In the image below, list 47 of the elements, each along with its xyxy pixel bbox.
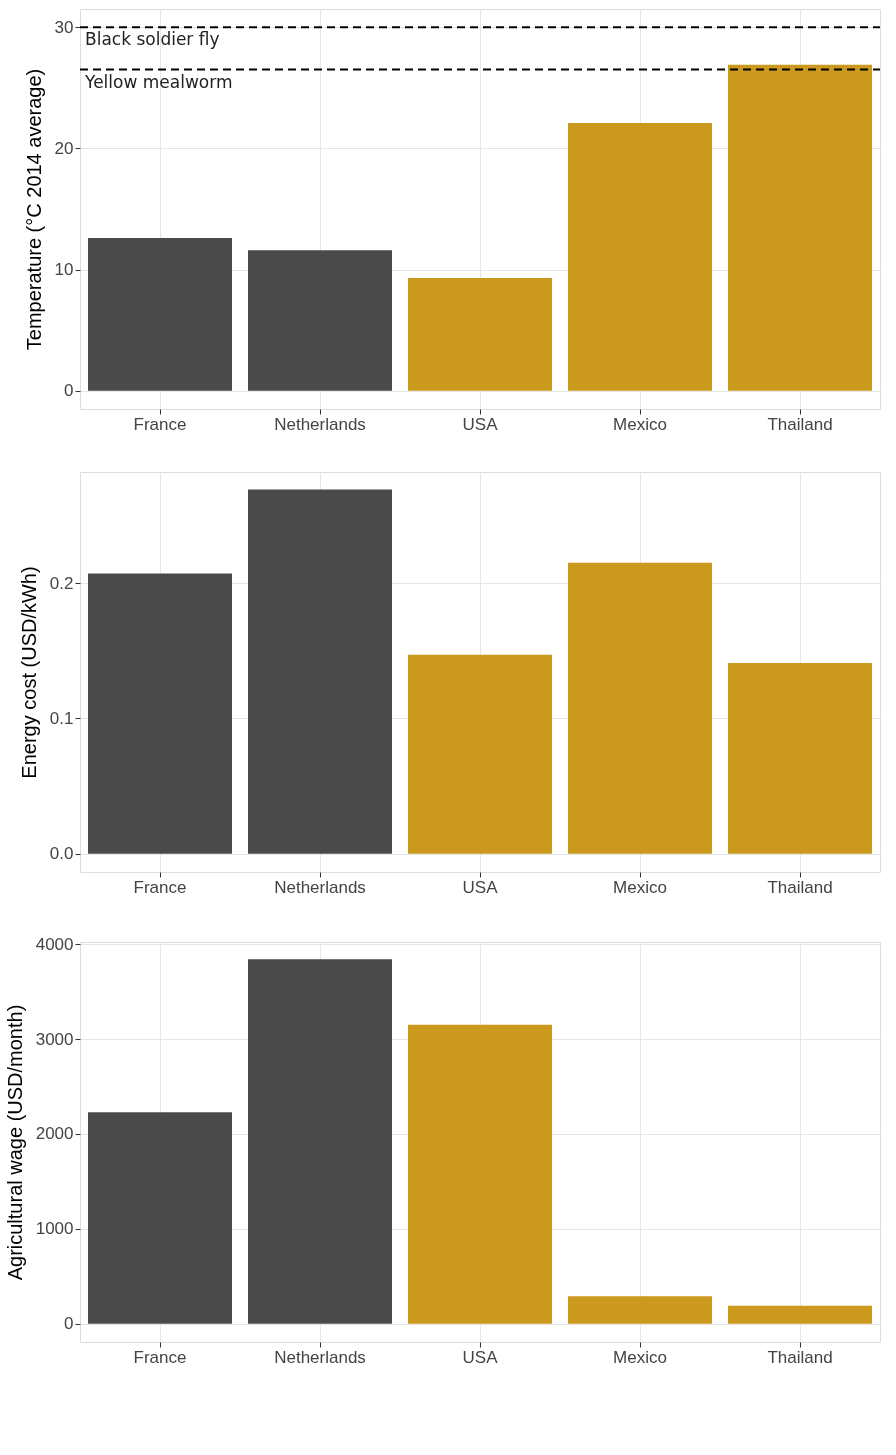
y-tick-label: 2000 [35, 1124, 74, 1144]
bar [408, 278, 552, 391]
bar [88, 573, 232, 854]
y-tick-label: 0.2 [49, 573, 74, 593]
bar [728, 1305, 872, 1324]
x-tick-label: Thailand [767, 1347, 833, 1367]
x-tick-label: USA [462, 1347, 499, 1367]
bar [728, 64, 872, 391]
y-tick-label: 0.1 [49, 708, 74, 728]
bar [408, 654, 552, 854]
bar [248, 250, 392, 391]
y-tick-label: 4000 [35, 934, 74, 954]
bar [88, 1112, 232, 1324]
x-tick-label: Thailand [767, 877, 833, 897]
y-tick-label: 10 [54, 260, 74, 280]
x-tick-label: USA [462, 877, 499, 897]
x-tick-label: Netherlands [274, 877, 366, 897]
y-tick-label: 0 [64, 1314, 74, 1334]
bar [88, 238, 232, 391]
ref-line-label: Yellow mealworm [84, 71, 233, 92]
bar [728, 662, 872, 854]
ref-line-label: Black soldier fly [85, 29, 220, 50]
bar [408, 1024, 552, 1324]
x-tick-label: USA [462, 414, 499, 434]
y-tick-label: 0 [64, 381, 74, 401]
y-tick-label: 30 [54, 17, 74, 37]
y-axis-title: Energy cost (USD/kWh) [17, 566, 40, 779]
y-tick-label: 0.0 [49, 844, 74, 864]
y-tick-label: 20 [54, 138, 74, 158]
bar [248, 959, 392, 1324]
x-tick-label: Mexico [613, 1347, 667, 1367]
y-tick-label: 3000 [35, 1029, 74, 1049]
x-tick-label: France [133, 414, 187, 434]
bar [568, 1296, 712, 1324]
x-tick-label: Netherlands [274, 414, 366, 434]
x-tick-label: France [133, 877, 187, 897]
y-axis-title: Agricultural wage (USD/month) [3, 1004, 26, 1281]
x-tick-label: Netherlands [274, 1347, 366, 1367]
x-tick-label: Mexico [613, 414, 667, 434]
y-tick-label: 1000 [35, 1219, 74, 1239]
bar [568, 122, 712, 391]
x-tick-label: France [133, 1347, 187, 1367]
bar [568, 562, 712, 854]
bar [248, 489, 392, 854]
y-axis-title: Temperature (°C 2014 average) [22, 68, 45, 351]
x-tick-label: Mexico [613, 877, 667, 897]
x-tick-label: Thailand [767, 414, 833, 434]
